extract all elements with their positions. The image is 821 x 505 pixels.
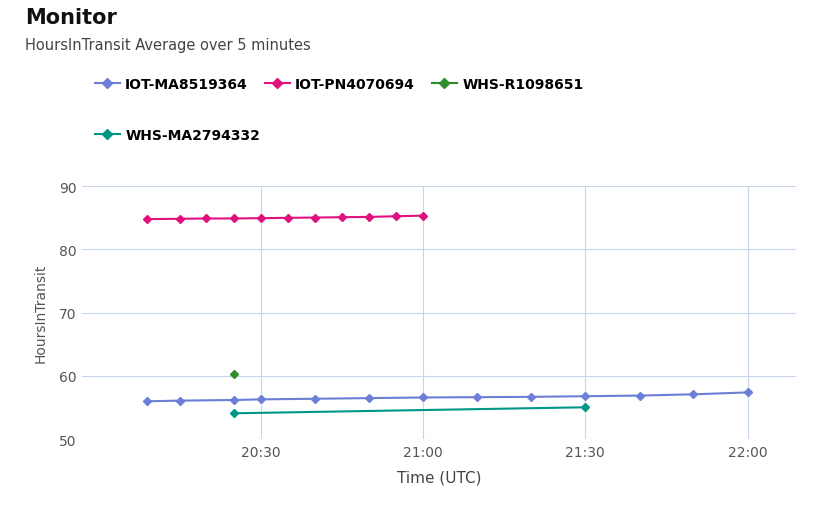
- Legend: WHS-MA2794332: WHS-MA2794332: [89, 123, 265, 148]
- X-axis label: Time (UTC): Time (UTC): [397, 470, 481, 485]
- Text: HoursInTransit Average over 5 minutes: HoursInTransit Average over 5 minutes: [25, 38, 310, 53]
- Text: Monitor: Monitor: [25, 8, 117, 28]
- Y-axis label: HoursInTransit: HoursInTransit: [34, 264, 48, 363]
